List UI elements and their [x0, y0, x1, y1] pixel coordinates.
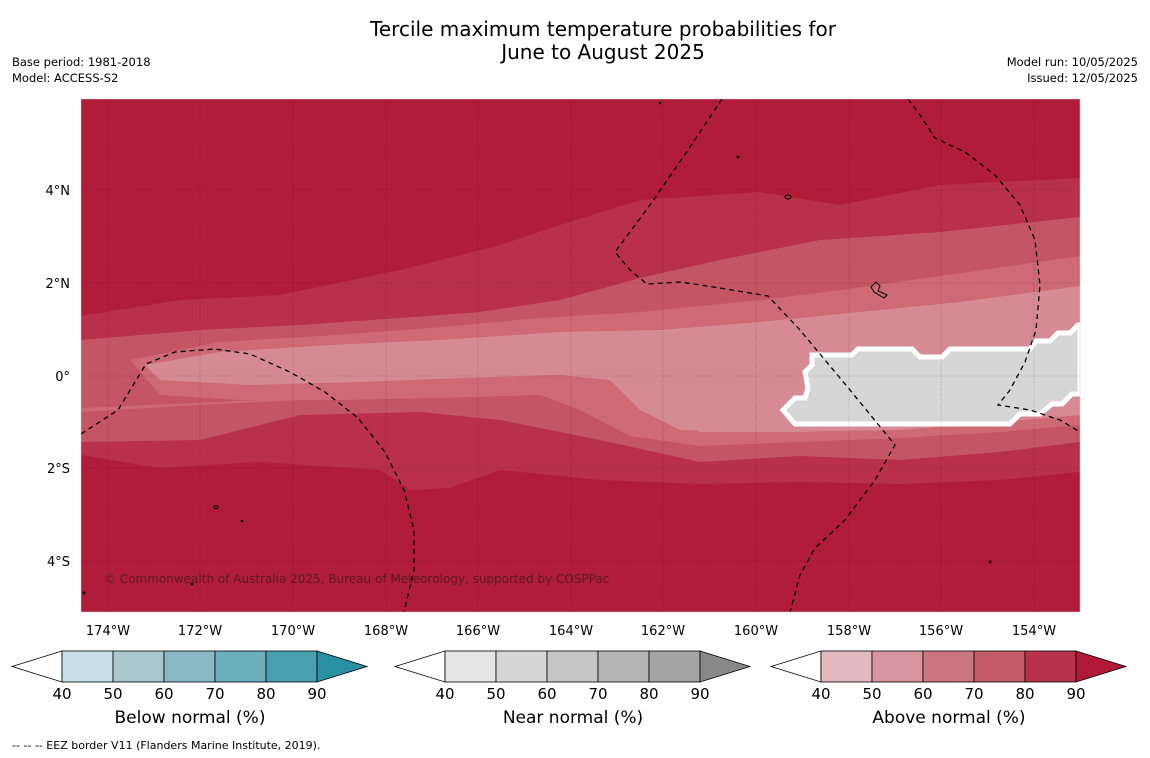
lon-label: 156°W [919, 624, 963, 639]
colorbar-tick-label: 90 [1066, 685, 1085, 703]
colorbar-tick-label: 40 [52, 685, 71, 703]
colorbar-segment [922, 650, 975, 683]
colorbar-above-normal: 40 50 60 70 80 90 [769, 650, 1128, 703]
colorbar-near-normal: 40 50 60 70 80 90 [393, 650, 752, 703]
colorbar-tick-label: 70 [205, 685, 224, 703]
title-line-2: June to August 2025 [501, 40, 705, 64]
colorbar-segment [214, 650, 267, 683]
copyright-notice: © Commonwealth of Australia 2025, Bureau… [104, 572, 610, 586]
eez-borders [81, 99, 1080, 612]
graticule [81, 99, 1080, 612]
colorbar-tick-label: 80 [639, 685, 658, 703]
colorbar-tick-label: 90 [307, 685, 326, 703]
band-above-60 [81, 372, 700, 412]
colorbar-segment [648, 650, 701, 683]
colorbar-segment [61, 650, 114, 683]
eez-footnote: -- -- -- EEZ border V11 (Flanders Marine… [12, 739, 321, 752]
colorbar-tick-label: 50 [862, 685, 881, 703]
info-left: Base period: 1981-2018 Model: ACCESS-S2 [12, 54, 151, 86]
colorbar-segment [112, 650, 165, 683]
title-line-1: Tercile maximum temperature probabilitie… [370, 17, 836, 41]
lat-label: 2°N [46, 277, 71, 292]
lat-label: 4°S [47, 555, 70, 570]
colorbar-extension-high [316, 650, 369, 683]
colorbar-tick-label: 50 [486, 685, 505, 703]
lon-label: 174°W [86, 624, 130, 639]
colorbar-segment [820, 650, 873, 683]
colorbar-label-below: Below normal (%) [114, 708, 266, 728]
colorbar-tick-label: 70 [588, 685, 607, 703]
colorbar-tick-label: 70 [964, 685, 983, 703]
colorbar-below-normal: 40 50 60 70 80 90 [10, 650, 369, 703]
colorbar-tick-label: 60 [154, 685, 173, 703]
colorbar-segment [973, 650, 1026, 683]
colorbar-tick-label: 60 [537, 685, 556, 703]
colorbar-extension-low [10, 650, 63, 683]
lon-label: 172°W [178, 624, 222, 639]
colorbar-segment [871, 650, 924, 683]
model-run-text: Model run: 10/05/2025 [1006, 55, 1138, 69]
colorbar-tick-label: 50 [103, 685, 122, 703]
colorbar-tick-label: 90 [690, 685, 709, 703]
colorbar-segment [546, 650, 599, 683]
colorbar-extension-high [1075, 650, 1128, 683]
base-period-text: Base period: 1981-2018 [12, 55, 151, 69]
lat-label: 4°N [46, 184, 71, 199]
colorbar-label-near: Near normal (%) [502, 708, 644, 728]
lon-label: 162°W [641, 624, 685, 639]
colorbar-segment [1024, 650, 1077, 683]
longitude-labels: 174°W 172°W 170°W 168°W 166°W 164°W 162°… [86, 624, 1056, 639]
lon-label: 168°W [364, 624, 408, 639]
colorbar-extension-low [393, 650, 446, 683]
colorbar-extension-high [699, 650, 752, 683]
colorbar-segment [265, 650, 318, 683]
colorbar-tick-label: 40 [811, 685, 830, 703]
issued-text: Issued: 12/05/2025 [1027, 71, 1138, 85]
lon-label: 170°W [271, 624, 315, 639]
colorbar-segment [444, 650, 497, 683]
lon-label: 164°W [549, 624, 593, 639]
lat-label: 2°S [47, 462, 70, 477]
lon-label: 160°W [734, 624, 778, 639]
colorbar-segment [597, 650, 650, 683]
colorbar-tick-label: 60 [913, 685, 932, 703]
model-text: Model: ACCESS-S2 [12, 71, 119, 85]
colorbar-tick-label: 40 [435, 685, 454, 703]
chart-title: Tercile maximum temperature probabilitie… [0, 18, 1150, 64]
colorbar-tick-label: 80 [256, 685, 275, 703]
colorbar-segment [495, 650, 548, 683]
probability-field [81, 99, 1080, 612]
lat-label: 0° [55, 370, 70, 385]
colorbar-tick-label: 80 [1015, 685, 1034, 703]
islands [82, 101, 992, 595]
lon-label: 166°W [456, 624, 500, 639]
colorbar-segment [163, 650, 216, 683]
latitude-labels: 4°N 2°N 0° 2°S 4°S [46, 184, 71, 570]
colorbar-label-above: Above normal (%) [872, 708, 1026, 728]
lon-label: 154°W [1012, 624, 1056, 639]
info-right: Model run: 10/05/2025 Issued: 12/05/2025 [1007, 54, 1138, 86]
lon-label: 158°W [827, 624, 871, 639]
colorbar-extension-low [769, 650, 822, 683]
